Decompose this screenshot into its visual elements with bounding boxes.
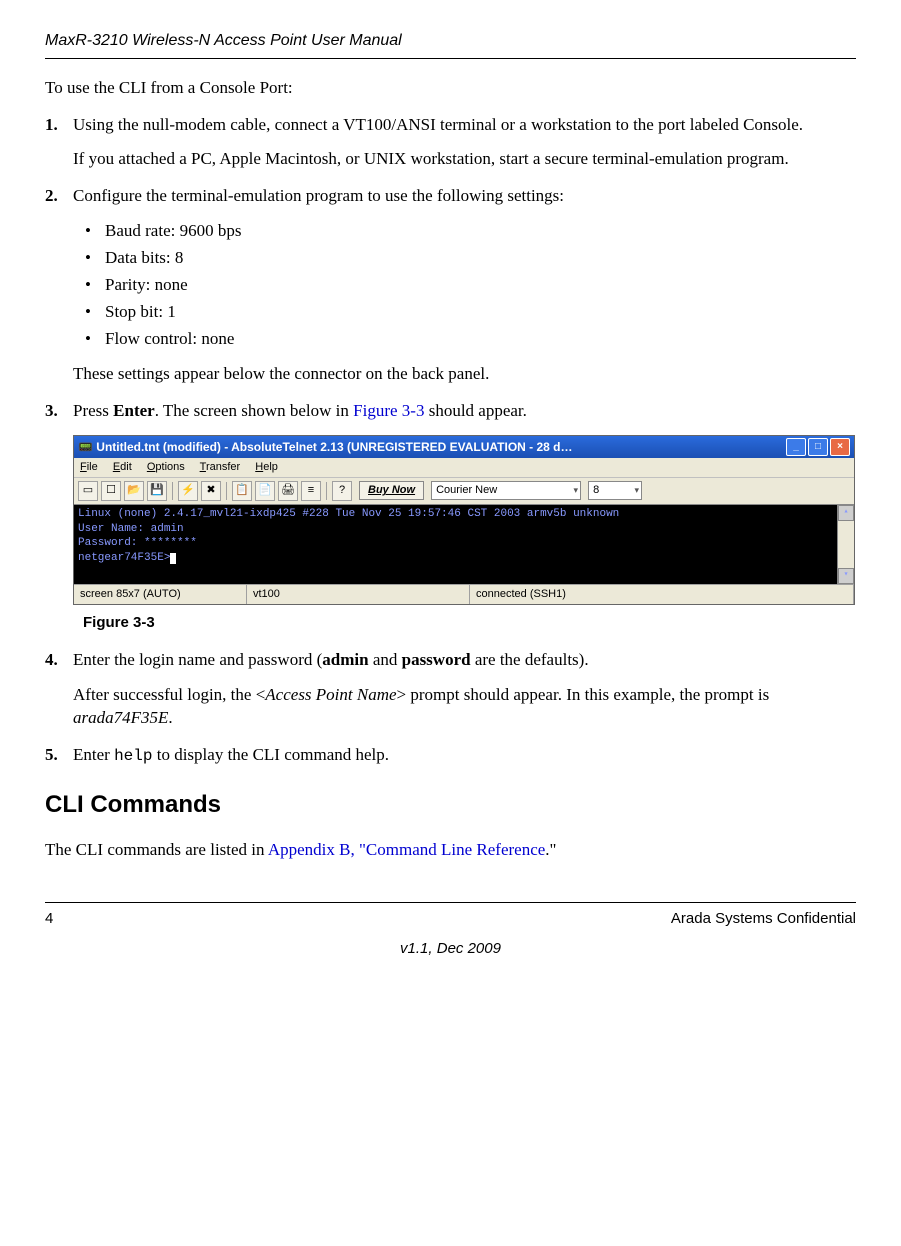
buy-now-button[interactable]: Buy Now: [359, 481, 424, 500]
step-number: 4.: [45, 649, 58, 672]
terminal-output: Linux (none) 2.4.17_mvl21-ixdp425 #228 T…: [74, 505, 854, 584]
maximize-icon[interactable]: □: [808, 438, 828, 456]
step-paragraph: Press Enter. The screen shown below in F…: [73, 400, 856, 423]
step-1: 1. Using the null-modem cable, connect a…: [45, 114, 856, 172]
minimize-icon[interactable]: _: [786, 438, 806, 456]
bullet-item: Baud rate: 9600 bps: [85, 220, 856, 243]
step-paragraph: Configure the terminal-emulation program…: [73, 185, 856, 208]
default-password: password: [402, 650, 471, 669]
step-3: 3. Press Enter. The screen shown below i…: [45, 400, 856, 633]
step-number: 1.: [45, 114, 58, 137]
menubar: File Edit Options Transfer Help: [74, 458, 854, 478]
telnet-window: 📟 Untitled.tnt (modified) - AbsoluteTeln…: [73, 435, 855, 605]
scroll-down-icon[interactable]: ▾: [838, 568, 854, 584]
text-fragment: Enter: [73, 745, 114, 764]
font-size-dropdown[interactable]: 8: [588, 481, 642, 500]
terminal-line: Linux (none) 2.4.17_mvl21-ixdp425 #228 T…: [78, 508, 619, 520]
menu-transfer[interactable]: Transfer: [200, 461, 241, 473]
footer-rule: [45, 902, 856, 903]
footer-confidential: Arada Systems Confidential: [671, 909, 856, 929]
help-icon[interactable]: ?: [332, 481, 352, 501]
step-paragraph: Enter help to display the CLI command he…: [73, 744, 856, 768]
footer-version: v1.1, Dec 2009: [45, 939, 856, 959]
terminal-cursor: [170, 553, 176, 564]
window-app-icon: 📟: [78, 440, 96, 454]
folder-icon[interactable]: 📂: [124, 481, 144, 501]
toolbar-separator: [172, 482, 173, 500]
default-login: admin: [322, 650, 368, 669]
terminal-line: Password: ********: [78, 537, 197, 549]
intro-text: To use the CLI from a Console Port:: [45, 77, 856, 100]
text-fragment: and: [369, 650, 402, 669]
terminal-line: User Name: admin: [78, 523, 184, 535]
window-title-text: Untitled.tnt (modified) - AbsoluteTelnet…: [96, 440, 572, 454]
bullet-item: Flow control: none: [85, 328, 856, 351]
window-titlebar: 📟 Untitled.tnt (modified) - AbsoluteTeln…: [74, 436, 854, 458]
paste-icon[interactable]: 📄: [255, 481, 275, 501]
step-paragraph: Using the null-modem cable, connect a VT…: [73, 114, 856, 137]
list-icon[interactable]: ≡: [301, 481, 321, 501]
example-prompt: arada74F35E: [73, 708, 168, 727]
scroll-up-icon[interactable]: ▴: [838, 505, 854, 521]
text-fragment: to display the CLI command help.: [152, 745, 389, 764]
figure-screenshot: 📟 Untitled.tnt (modified) - AbsoluteTeln…: [73, 435, 856, 605]
step-paragraph: These settings appear below the connecto…: [73, 363, 856, 386]
text-fragment: > prompt should appear. In this example,…: [397, 685, 770, 704]
page-number: 4: [45, 909, 53, 929]
step-paragraph: After successful login, the <Access Poin…: [73, 684, 856, 730]
appendix-link[interactable]: Appendix B, "Command Line Reference: [268, 840, 545, 859]
text-fragment: Press: [73, 401, 113, 420]
step-paragraph: If you attached a PC, Apple Macintosh, o…: [73, 148, 856, 171]
text-fragment: .": [545, 840, 556, 859]
key-enter: Enter: [113, 401, 155, 420]
header-rule: [45, 58, 856, 59]
bullet-item: Stop bit: 1: [85, 301, 856, 324]
scrollbar[interactable]: ▴ ▾: [837, 505, 854, 584]
page-header: MaxR-3210 Wireless-N Access Point User M…: [45, 30, 856, 52]
text-fragment: . The screen shown below in: [155, 401, 353, 420]
menu-edit[interactable]: Edit: [113, 461, 132, 473]
step-4: 4. Enter the login name and password (ad…: [45, 649, 856, 730]
step-number: 2.: [45, 185, 58, 208]
toolbar: ▭ ☐ 📂 💾 ⚡ ✖ 📋 📄 🖨 ≡: [74, 478, 854, 505]
section-heading: CLI Commands: [45, 789, 856, 821]
terminal-line: netgear74F35E>: [78, 552, 170, 564]
menu-file[interactable]: File: [80, 461, 98, 473]
step-paragraph: Enter the login name and password (admin…: [73, 649, 856, 672]
figure-caption: Figure 3-3: [83, 613, 856, 633]
status-connection: connected (SSH1): [470, 585, 854, 604]
text-fragment: .: [168, 708, 172, 727]
placeholder-apname: Access Point Name: [265, 685, 396, 704]
close-icon[interactable]: ×: [830, 438, 850, 456]
toolbar-separator: [226, 482, 227, 500]
figure-reference-link[interactable]: Figure 3-3: [353, 401, 424, 420]
section-paragraph: The CLI commands are listed in Appendix …: [45, 839, 856, 862]
text-fragment: are the defaults).: [471, 650, 589, 669]
step-5: 5. Enter help to display the CLI command…: [45, 744, 856, 768]
text-fragment: Enter the login name and password (: [73, 650, 322, 669]
save-icon[interactable]: 💾: [147, 481, 167, 501]
status-bar: screen 85x7 (AUTO) vt100 connected (SSH1…: [74, 584, 854, 604]
bullet-item: Parity: none: [85, 274, 856, 297]
step-number: 3.: [45, 400, 58, 423]
font-dropdown[interactable]: Courier New: [431, 481, 581, 500]
bullet-item: Data bits: 8: [85, 247, 856, 270]
step-2: 2. Configure the terminal-emulation prog…: [45, 185, 856, 386]
disconnect-icon[interactable]: ✖: [201, 481, 221, 501]
new-icon[interactable]: ▭: [78, 481, 98, 501]
connect-icon[interactable]: ⚡: [178, 481, 198, 501]
step-number: 5.: [45, 744, 58, 767]
copy-icon[interactable]: 📋: [232, 481, 252, 501]
menu-options[interactable]: Options: [147, 461, 185, 473]
text-fragment: The CLI commands are listed in: [45, 840, 268, 859]
menu-help[interactable]: Help: [255, 461, 278, 473]
toolbar-separator: [326, 482, 327, 500]
text-fragment: should appear.: [424, 401, 526, 420]
open-icon[interactable]: ☐: [101, 481, 121, 501]
cli-command: help: [114, 747, 152, 765]
status-term: vt100: [247, 585, 470, 604]
print-icon[interactable]: 🖨: [278, 481, 298, 501]
text-fragment: After successful login, the <: [73, 685, 265, 704]
